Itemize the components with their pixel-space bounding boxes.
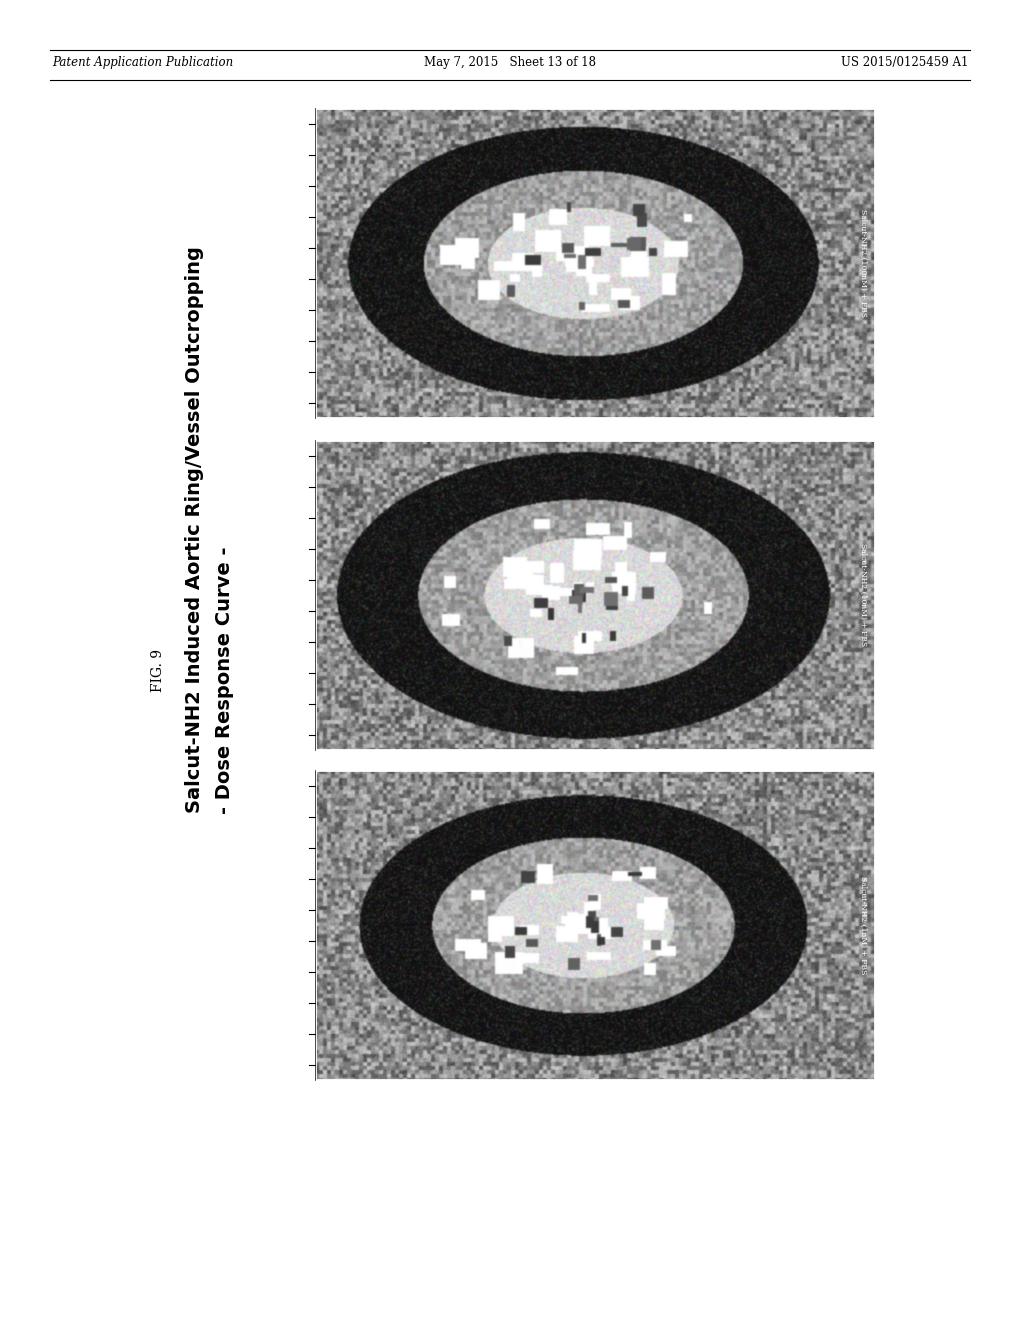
Text: Salcut-NH2 (100nM) + FBS: Salcut-NH2 (100nM) + FBS xyxy=(858,209,866,317)
Text: - Dose Response Curve -: - Dose Response Curve - xyxy=(215,546,234,813)
Text: FIG. 9: FIG. 9 xyxy=(151,648,165,692)
Text: May 7, 2015   Sheet 13 of 18: May 7, 2015 Sheet 13 of 18 xyxy=(424,55,595,69)
Text: Patent Application Publication: Patent Application Publication xyxy=(52,55,233,69)
Text: Salcut-NH2 Induced Aortic Ring/Vessel Outcropping: Salcut-NH2 Induced Aortic Ring/Vessel Ou… xyxy=(185,247,204,813)
Text: US 2015/0125459 A1: US 2015/0125459 A1 xyxy=(840,55,967,69)
Bar xyxy=(315,770,874,1080)
Bar xyxy=(315,440,874,750)
Bar xyxy=(315,108,874,418)
Text: Salcut-NH2 (10nM) + FBS: Salcut-NH2 (10nM) + FBS xyxy=(858,544,866,647)
Text: Salcut-NH2 (1nM) + FBS: Salcut-NH2 (1nM) + FBS xyxy=(858,875,866,974)
